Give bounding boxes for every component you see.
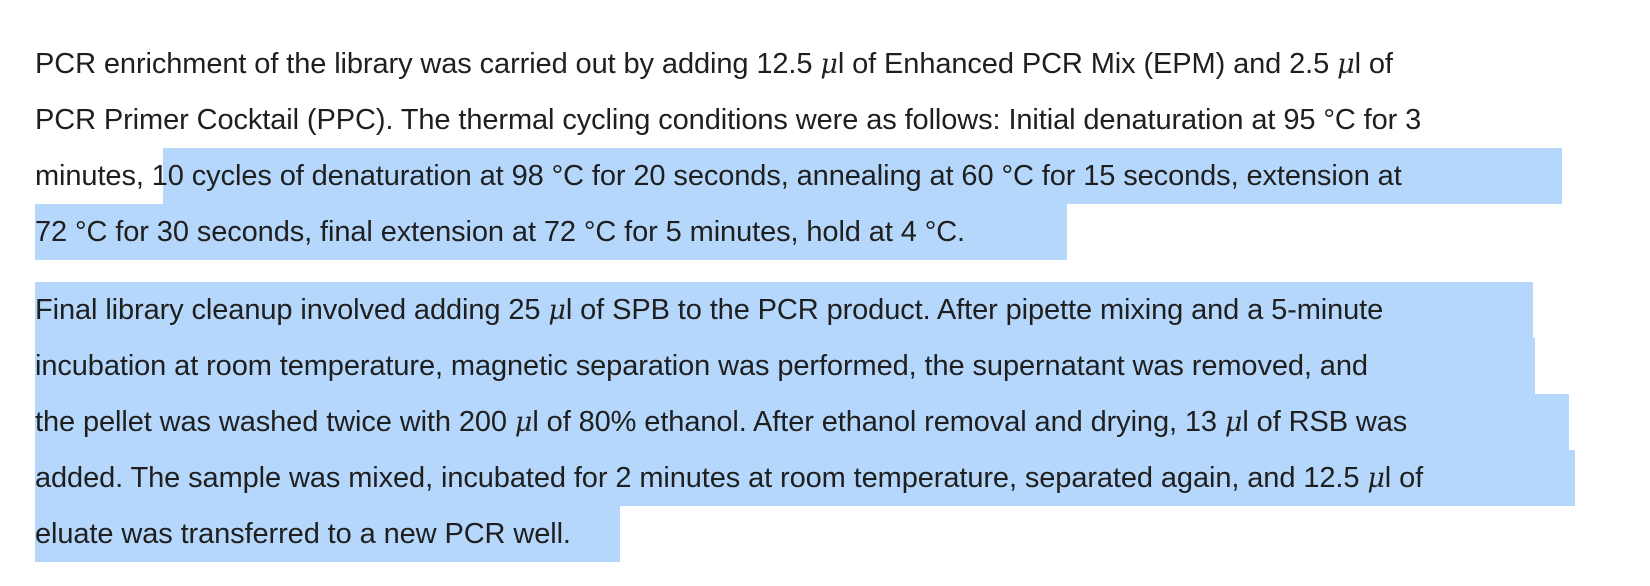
selected-text-run: 10 cycles of denaturation at 98 °C for 2… [151,160,1402,192]
mu-symbol: μ [1367,463,1385,494]
paragraph-1-line-4[interactable]: 72 °C for 30 seconds, final extension at… [35,204,965,260]
mu-symbol: μ [548,295,566,326]
mu-symbol: μ [1337,49,1355,80]
selection-highlight-p2-line-2 [35,338,1535,394]
selected-text-run: l of 80% ethanol. After ethanol removal … [532,406,1225,438]
selection-highlight-line-3 [163,148,1562,204]
paragraph-2-line-3[interactable]: the pellet was washed twice with 200 μl … [35,394,1407,450]
selected-text-run: l of RSB was [1242,406,1408,438]
selected-text-run: added. The sample was mixed, incubated f… [35,462,1368,494]
paragraph-2-line-4[interactable]: added. The sample was mixed, incubated f… [35,450,1423,506]
selection-highlight-p2-line-1 [35,282,1533,338]
mu-symbol: μ [1224,407,1243,438]
selection-highlight-p2-line-3 [35,394,1569,450]
selected-text-run: incubation at room temperature, magnetic… [35,350,1368,382]
selected-text-run: l of SPB to the PCR product. After pipet… [565,294,1384,326]
text-run: l of [1354,48,1393,80]
selected-text-run: Final library cleanup involved adding 25 [35,294,549,326]
paragraph-2-line-1[interactable]: Final library cleanup involved adding 25… [35,282,1383,338]
mu-symbol: μ [514,407,533,438]
text-run: minutes, [35,160,152,192]
paragraph-1-line-3[interactable]: minutes, 10 cycles of denaturation at 98… [35,148,1402,204]
text-run: PCR enrichment of the library was carrie… [35,48,821,80]
selected-text-run: 72 °C for 30 seconds, final extension at… [35,216,966,248]
paragraph-1-line-2[interactable]: PCR Primer Cocktail (PPC). The thermal c… [35,92,1421,148]
selection-highlight-p2-line-4 [35,450,1575,506]
paragraph-2-line-2[interactable]: incubation at room temperature, magnetic… [35,338,1368,394]
selection-highlight-p2-line-5 [35,506,620,562]
paragraph-1-line-1[interactable]: PCR enrichment of the library was carrie… [35,36,1393,92]
paragraph-2-line-5[interactable]: eluate was transferred to a new PCR well… [35,506,571,562]
selected-text-run: eluate was transferred to a new PCR well… [35,518,571,550]
text-run: PCR Primer Cocktail (PPC). The thermal c… [35,104,1422,136]
mu-symbol: μ [820,49,838,80]
selected-text-run: the pellet was washed twice with 200 [35,406,515,438]
text-run: l of Enhanced PCR Mix (EPM) and 2.5 [837,48,1338,80]
selection-highlight-line-4 [35,204,1067,260]
selected-text-run: l of [1384,462,1424,494]
